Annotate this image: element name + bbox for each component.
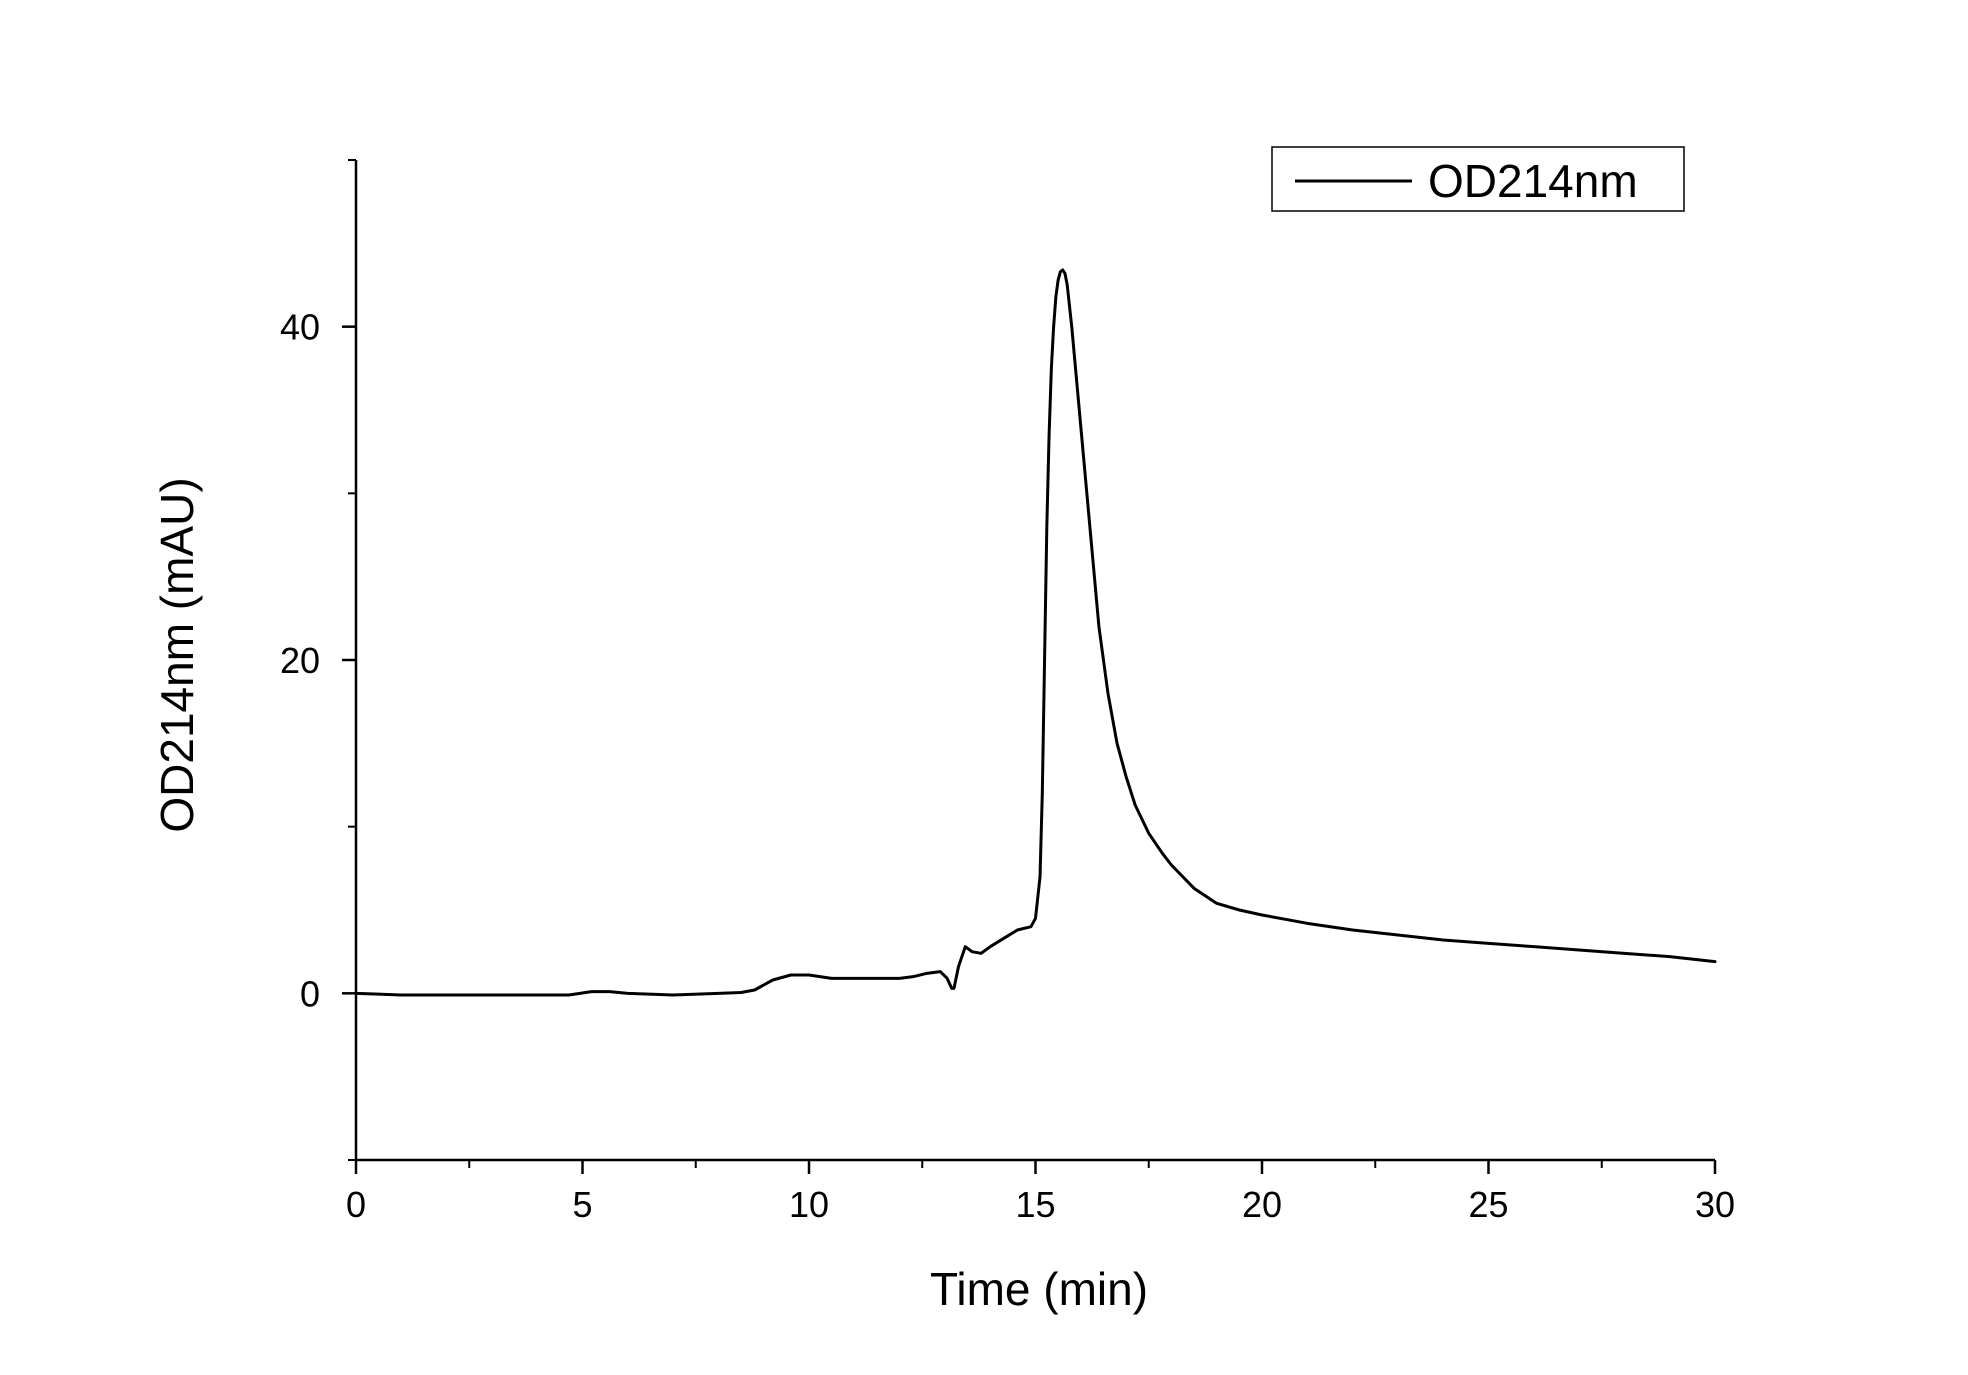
legend: OD214nm [1271, 146, 1685, 212]
legend-label-od214nm: OD214nm [1428, 155, 1638, 207]
legend-box [1271, 146, 1685, 212]
x-tick-label-10: 10 [789, 1184, 829, 1225]
x-tick-label-30: 30 [1695, 1184, 1735, 1225]
x-tick-label-25: 25 [1468, 1184, 1508, 1225]
x-axis-title: Time (min) [930, 1263, 1148, 1315]
x-tick-label-5: 5 [572, 1184, 592, 1225]
y-tick-label-40: 40 [280, 307, 320, 348]
x-tick-label-0: 0 [346, 1184, 366, 1225]
x-tick-label-15: 15 [1015, 1184, 1055, 1225]
series-layer [354, 268, 1717, 997]
series-line-od214nm [354, 268, 1717, 997]
ticks: 0 5 10 15 20 25 30 0 20 40 [280, 159, 1735, 1225]
y-tick-label-20: 20 [280, 640, 320, 681]
y-axis-title: OD214nm (mAU) [151, 477, 203, 832]
y-tick-label-0: 0 [300, 973, 320, 1014]
x-tick-label-20: 20 [1242, 1184, 1282, 1225]
